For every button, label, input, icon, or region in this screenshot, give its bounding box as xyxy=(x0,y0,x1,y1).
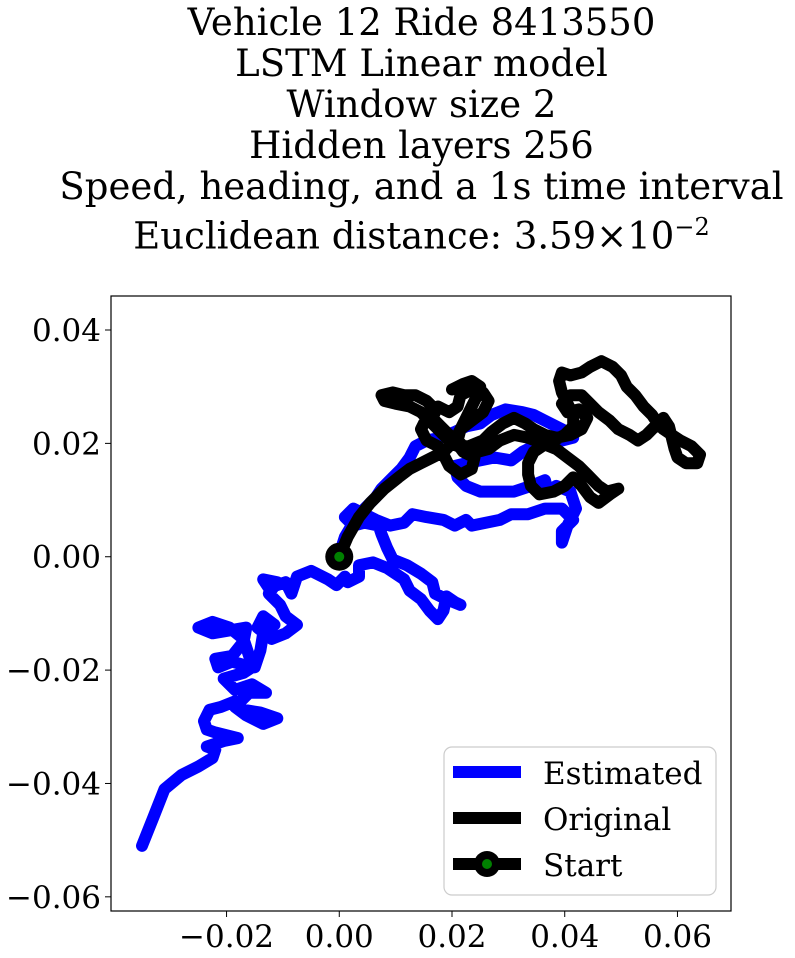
title-metric-prefix: Euclidean distance: xyxy=(133,214,514,258)
y-tick-label: −0.04 xyxy=(6,766,101,802)
x-tick-label: 0.06 xyxy=(643,919,712,955)
x-tick-label: 0.00 xyxy=(305,919,374,955)
x-tick-label: 0.02 xyxy=(417,919,486,955)
title-line-hidden: Hidden layers 256 xyxy=(249,124,594,167)
y-tick-label: 0.02 xyxy=(32,426,101,462)
x-tick-label: 0.04 xyxy=(530,919,599,955)
title-metric-exponent: −2 xyxy=(674,213,710,241)
y-tick-label: 0.04 xyxy=(32,313,101,349)
legend-estimated-label: Estimated xyxy=(543,756,702,792)
legend-start-marker-face xyxy=(482,859,492,869)
legend-original-label: Original xyxy=(543,802,671,838)
series-line-original xyxy=(333,355,706,563)
y-tick-label: 0.00 xyxy=(32,540,101,576)
legend-start-label: Start xyxy=(543,848,623,884)
ticks-layer: −0.02 0.00 0.02 0.04 0.06 0.04 0.02 0.00 −0.02 −0… xyxy=(6,313,712,955)
y-tick-label: −0.06 xyxy=(6,880,101,916)
series-line-estimated xyxy=(136,403,582,852)
title-metric-mantissa: 3.59 xyxy=(513,214,597,258)
plot-frame xyxy=(110,295,732,912)
title-line-vehicle: Vehicle 12 Ride 8413550 xyxy=(187,1,656,44)
series-layer xyxy=(136,355,706,852)
legend: Estimated Original Start xyxy=(443,746,717,896)
start-marker-face xyxy=(334,551,345,562)
title-line-window: Window size 2 xyxy=(286,83,557,126)
title-metric-base: 10 xyxy=(627,214,675,258)
title-line-features: Speed, heading, and a 1s time interval xyxy=(59,165,784,208)
title-line-distance: Euclidean distance: 3.59×10−2 xyxy=(0,207,795,256)
title-metric-times: × xyxy=(596,214,628,258)
title-line-model: LSTM Linear model xyxy=(235,42,608,85)
chart-title: Vehicle 12 Ride 8413550 LSTM Linear mode… xyxy=(0,2,795,256)
x-tick-label: −0.02 xyxy=(179,919,274,955)
y-tick-label: −0.02 xyxy=(6,653,101,689)
